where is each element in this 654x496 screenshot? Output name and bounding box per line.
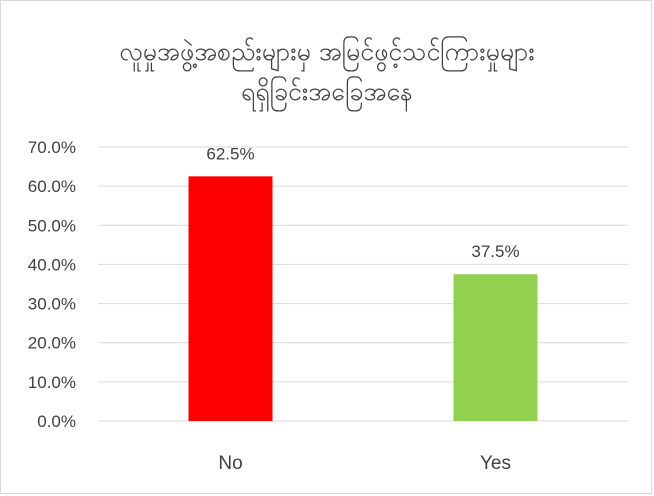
chart-title-line-1: လူမှုအဖွဲ့အစည်းများမှ အမြင်ဖွင့်သင်ကြားမ… — [119, 37, 535, 66]
chart-title-line-2: ရရှိခြင်းအခြေအနေ — [241, 77, 413, 106]
bar-no — [188, 176, 273, 421]
data-label: 37.5% — [471, 242, 519, 261]
y-tick-label: 10.0% — [28, 373, 76, 392]
bar-yes — [453, 274, 538, 421]
data-label: 62.5% — [206, 144, 254, 163]
y-tick-label: 60.0% — [28, 177, 76, 196]
x-category-label: Yes — [480, 453, 511, 474]
y-tick-label: 0.0% — [37, 412, 76, 431]
x-category-label: No — [218, 453, 242, 474]
y-tick-label: 50.0% — [28, 216, 76, 235]
y-tick-label: 20.0% — [28, 334, 76, 353]
y-tick-label: 40.0% — [28, 255, 76, 274]
y-tick-label: 30.0% — [28, 295, 76, 314]
y-tick-label: 70.0% — [28, 138, 76, 157]
